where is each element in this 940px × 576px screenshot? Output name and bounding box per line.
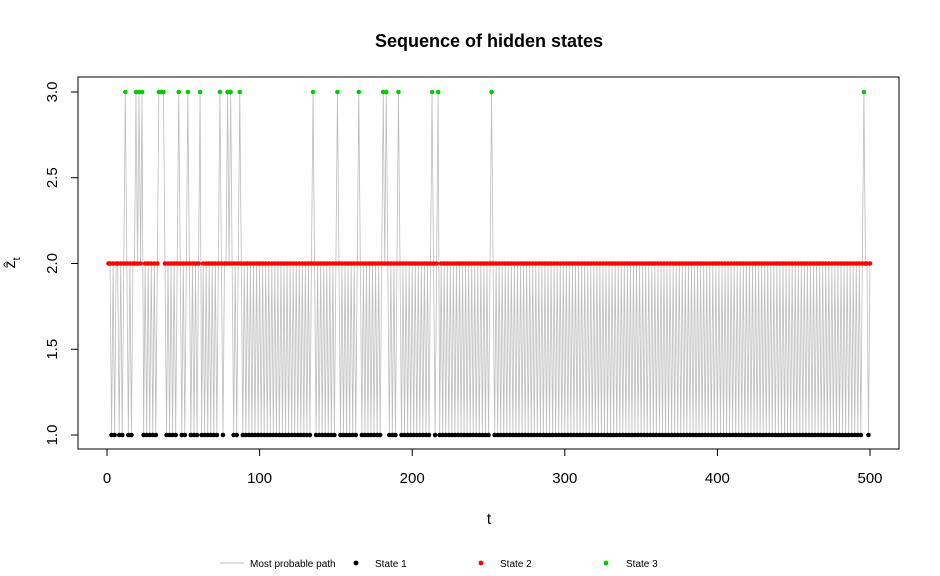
state-3-point (356, 89, 362, 95)
state-1-point (432, 432, 438, 438)
state-2-point (155, 261, 160, 266)
state-3-point (185, 89, 191, 95)
state-2-point (138, 261, 143, 266)
state-2-point (196, 261, 201, 266)
state-3-point (429, 89, 435, 95)
legend-label-state2: State 2 (500, 559, 532, 570)
state-3-point (310, 89, 316, 95)
y-tick-label: 1.0 (44, 425, 61, 446)
most-probable-path-line (108, 91, 871, 436)
state-1-point (307, 432, 313, 438)
y-tick-label: 2.0 (44, 253, 61, 274)
y-axis-label: ẑt (2, 257, 23, 268)
state-3-point (217, 89, 223, 95)
legend-label-state1: State 1 (375, 559, 407, 570)
x-axis-label: t (487, 511, 492, 528)
state-3-point (435, 89, 441, 95)
state-1-point (426, 432, 432, 438)
legend-state3-swatch (603, 560, 609, 566)
legend-label-path: Most probable path (250, 559, 336, 570)
state-1-point (129, 432, 134, 438)
y-axis-label-subscript: t (11, 257, 23, 260)
state-1-point (332, 432, 337, 438)
state-3-point (383, 89, 389, 95)
x-tick-label: 200 (400, 470, 425, 487)
legend: Most probable path State 1 State 2 State… (220, 559, 658, 570)
state-2-point (867, 261, 873, 266)
state-1-point (112, 432, 117, 438)
legend-state1-swatch (353, 560, 359, 566)
state-1-point (182, 432, 188, 438)
state-3-point (161, 89, 166, 95)
state-3-point (396, 89, 401, 95)
state-1-point (194, 432, 200, 438)
state-1-point (377, 432, 383, 438)
state-3-point (176, 89, 182, 95)
x-tick-label: 500 (857, 470, 882, 487)
state-2-point (434, 261, 439, 266)
state-1-point (234, 432, 240, 438)
state-1-point (393, 432, 398, 438)
x-tick-label: 100 (247, 470, 272, 487)
state-1-point (214, 432, 220, 438)
x-tick-label: 400 (705, 470, 730, 487)
state-3-point (139, 89, 145, 95)
state-1-point (353, 432, 359, 438)
y-tick-label: 3.0 (44, 82, 61, 103)
y-tick-label: 2.5 (44, 167, 61, 188)
y-tick-label: 1.5 (44, 339, 61, 360)
state-1-point (866, 432, 871, 438)
legend-label-state3: State 3 (626, 559, 658, 570)
x-axis: 0 100 200 300 400 500 (103, 448, 883, 487)
legend-state2-swatch (478, 560, 484, 566)
state-3-point (123, 89, 128, 95)
plot-points (106, 89, 873, 438)
state-3-point (489, 89, 494, 95)
state-1-point (153, 432, 159, 438)
state-3-point (237, 89, 243, 95)
state-1-point (486, 432, 491, 438)
svg-text:ẑt: ẑt (2, 257, 23, 268)
state-3-point (197, 89, 203, 95)
state-3-point (228, 89, 233, 95)
state-3-point (861, 89, 867, 95)
state-1-point (173, 432, 178, 438)
state-1-point (858, 432, 864, 438)
y-axis: 1.0 1.5 2.0 2.5 3.0 (44, 82, 79, 446)
state-1-point (119, 432, 125, 438)
y-axis-label-main: ẑ (2, 261, 19, 269)
state-3-point (335, 89, 340, 95)
x-tick-label: 0 (103, 470, 111, 487)
x-tick-label: 300 (552, 470, 577, 487)
plot-lines (108, 91, 871, 436)
chart-title: Sequence of hidden states (375, 31, 603, 51)
state-1-point (220, 432, 226, 438)
